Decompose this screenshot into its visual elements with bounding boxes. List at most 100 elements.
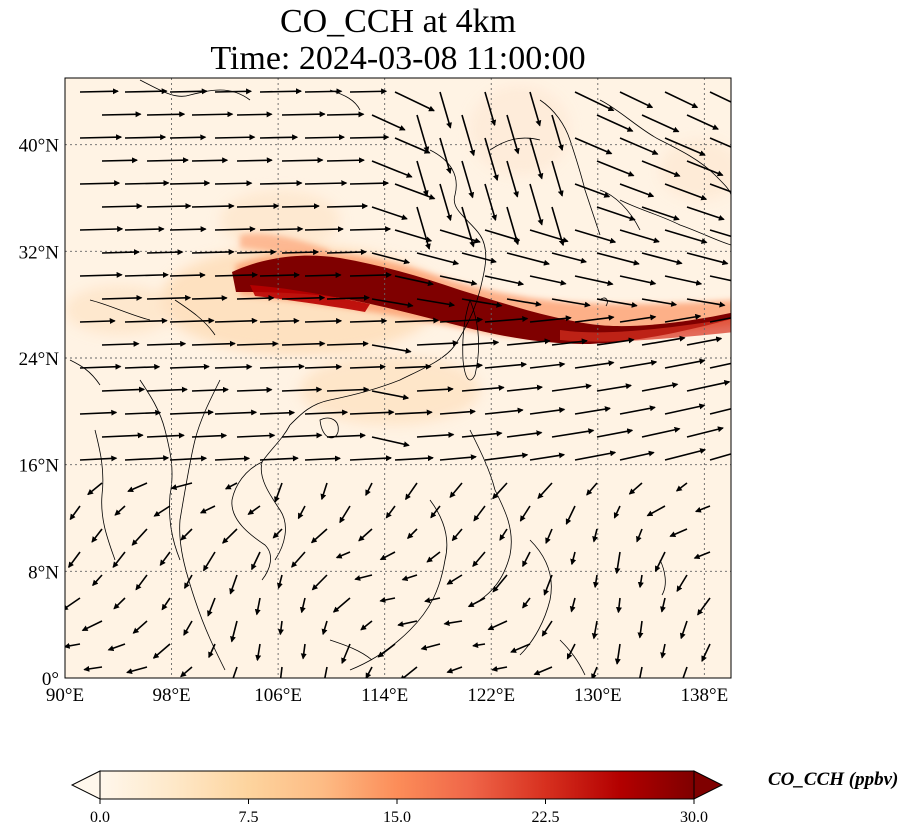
wind-arrow — [506, 114, 520, 155]
wind-arrow — [394, 363, 432, 370]
wind-arrow — [709, 229, 731, 238]
lon-tick-label: 138°E — [681, 685, 729, 706]
colorbar-tick-label: 15.0 — [383, 809, 411, 826]
wind-arrow — [439, 454, 477, 461]
wind-arrow — [101, 157, 139, 164]
wind-arrow — [208, 643, 216, 659]
wind-arrow — [675, 482, 688, 492]
wind-arrow — [180, 666, 193, 678]
wind-arrow — [274, 482, 283, 503]
wind-arrow — [439, 362, 484, 369]
lat-tick-label: 16°N — [19, 456, 60, 477]
wind-arrow — [304, 317, 343, 324]
wind-arrow — [619, 314, 657, 323]
co-concentration-field — [65, 85, 731, 425]
wind-arrow — [519, 505, 531, 522]
wind-arrow — [510, 643, 531, 653]
wind-arrow — [545, 528, 553, 545]
wind-arrow — [596, 428, 634, 438]
wind-arrow — [522, 551, 531, 568]
wind-arrow — [281, 249, 320, 256]
wind-arrow — [424, 597, 441, 604]
wind-arrow — [349, 363, 386, 370]
wind-arrow — [202, 551, 216, 572]
wind-arrow — [693, 551, 711, 560]
wind-arrow — [451, 528, 463, 542]
wind-arrow — [259, 88, 303, 95]
wind-arrow — [686, 252, 729, 266]
wind-arrow — [169, 226, 207, 233]
wind-arrow — [341, 643, 351, 665]
wind-arrow — [499, 528, 508, 541]
wind-arrow — [506, 338, 551, 346]
wind-arrow — [349, 180, 390, 187]
wind-arrow — [574, 406, 611, 415]
lon-tick-label: 114°E — [361, 685, 408, 706]
wind-arrow — [326, 340, 369, 347]
wind-arrow — [180, 528, 193, 541]
wind-arrow — [541, 620, 553, 637]
map-gridlines — [65, 78, 731, 678]
wind-arrow — [135, 574, 148, 591]
wind-arrow — [506, 160, 519, 198]
wind-arrow — [169, 272, 206, 279]
colorbar-tick-label: 22.5 — [532, 809, 560, 826]
lat-tick-label: 32°N — [19, 242, 60, 263]
wind-arrow — [506, 384, 543, 392]
wind-arrow — [79, 455, 118, 462]
wind-arrow — [491, 665, 508, 672]
wind-arrow — [397, 620, 418, 627]
wind-arrow — [169, 409, 214, 416]
wind-arrow — [613, 505, 621, 519]
wind-arrow — [146, 294, 192, 301]
wind-arrow — [207, 597, 216, 617]
wind-arrow — [311, 574, 328, 591]
wind-arrow — [446, 574, 463, 585]
wind-arrow — [259, 272, 301, 279]
wind-arrow — [214, 271, 259, 278]
wind-arrow — [709, 275, 731, 282]
wind-arrow — [124, 409, 162, 416]
wind-arrow — [439, 137, 452, 175]
wind-arrow — [276, 574, 283, 590]
wind-arrow — [484, 137, 499, 182]
wind-arrow — [676, 574, 688, 593]
wind-arrow — [321, 620, 328, 636]
wind-arrow — [461, 298, 503, 308]
wind-arrow — [354, 574, 373, 581]
wind-arrow — [641, 206, 680, 221]
wind-arrow — [349, 88, 388, 95]
wind-arrow — [300, 643, 307, 660]
colorbar-tick-label: 0.0 — [90, 809, 110, 826]
wind-arrow — [326, 157, 365, 164]
wind-arrow — [565, 505, 576, 525]
wind-arrow — [191, 203, 235, 210]
wind-arrow — [349, 409, 395, 416]
wind-vectors — [65, 88, 731, 678]
wind-arrow — [101, 340, 140, 347]
wind-arrow — [472, 642, 486, 649]
wind-arrow — [641, 252, 683, 265]
wind-arrow — [709, 137, 731, 148]
wind-arrow — [146, 432, 185, 439]
wind-arrow — [660, 643, 667, 659]
wind-arrow — [570, 551, 577, 566]
wind-arrow — [641, 114, 680, 133]
wind-arrow — [68, 551, 81, 569]
wind-arrow — [236, 111, 273, 118]
wind-arrow — [664, 313, 702, 323]
wind-arrow — [236, 249, 277, 256]
wind-arrow — [636, 666, 643, 678]
wind-arrow — [619, 359, 658, 369]
wind-arrow — [152, 643, 171, 659]
lat-tick-label: 40°N — [19, 136, 60, 157]
wind-arrow — [183, 620, 193, 636]
wind-arrow — [79, 409, 118, 416]
wind-arrow — [664, 275, 703, 286]
wind-arrow — [405, 482, 418, 501]
wind-arrow — [124, 88, 168, 95]
lon-tick-label: 130°E — [574, 685, 622, 706]
wind-arrow — [394, 137, 431, 154]
wind-arrow — [259, 317, 300, 324]
wind-arrow — [191, 111, 234, 118]
